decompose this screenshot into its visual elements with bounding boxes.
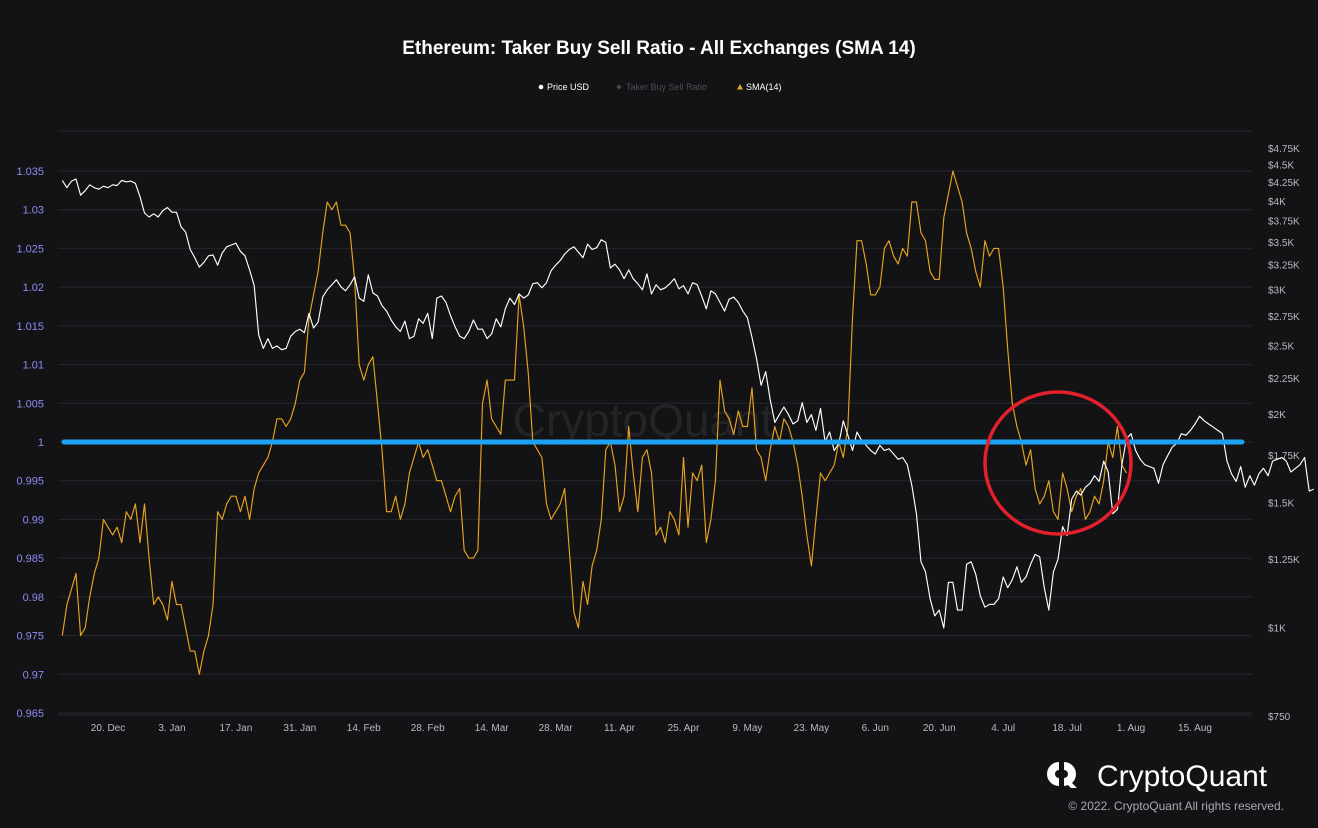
left-tick-label: 1.01 — [23, 360, 44, 372]
x-tick-label: 15. Aug — [1178, 723, 1212, 734]
x-tick-label: 9. May — [732, 723, 762, 734]
x-tick-label: 18. Jul — [1052, 723, 1081, 734]
cryptoquant-logo-icon — [1047, 762, 1077, 788]
left-tick-label: 0.995 — [16, 476, 44, 488]
brand-logo: CryptoQuant — [1047, 760, 1268, 793]
legend[interactable]: Price USD Taker Buy Sell Ratio SMA(14) — [538, 82, 782, 92]
x-tick-label: 23. May — [794, 723, 830, 734]
x-axis-ticks: 20. Dec 3. Jan 17. Jan 31. Jan 14. Feb 28. Fe… — [91, 723, 1212, 734]
x-tick-label: 25. Apr — [668, 723, 700, 734]
right-tick-label: $2.75K — [1268, 312, 1300, 323]
x-tick-label: 6. Jun — [862, 723, 889, 734]
x-tick-label: 4. Jul — [991, 723, 1015, 734]
x-tick-label: 11. Apr — [604, 723, 636, 734]
x-tick-label: 17. Jan — [219, 723, 252, 734]
right-tick-label: $750 — [1268, 712, 1291, 723]
x-tick-label: 14. Mar — [475, 723, 510, 734]
legend-item-price[interactable]: Price USD — [538, 82, 590, 92]
left-tick-label: 0.97 — [23, 669, 44, 681]
watermark: CryptoQuant — [513, 394, 774, 446]
left-axis-ticks: 1.035 1.03 1.025 1.02 1.015 1.01 1.005 1 0.995 0.… — [16, 166, 44, 720]
legend-diamond-icon — [616, 84, 622, 90]
x-tick-label: 20. Dec — [91, 723, 125, 734]
series-layer — [61, 170, 1314, 675]
left-tick-label: 1.015 — [16, 321, 44, 333]
copyright-text: © 2022. CryptoQuant All rights reserved. — [1068, 799, 1284, 813]
sma-14-line — [61, 170, 1127, 675]
right-tick-label: $2.5K — [1268, 341, 1294, 352]
left-tick-label: 0.965 — [16, 708, 44, 720]
right-tick-label: $3K — [1268, 285, 1286, 296]
right-tick-label: $1.25K — [1268, 555, 1300, 566]
left-tick-label: 1.035 — [16, 166, 44, 178]
left-tick-label: 1 — [38, 437, 44, 449]
right-tick-label: $2.25K — [1268, 374, 1300, 385]
x-tick-label: 28. Feb — [411, 723, 445, 734]
right-tick-label: $2K — [1268, 410, 1286, 421]
legend-label-ratio: Taker Buy Sell Ratio — [626, 82, 707, 92]
x-tick-label: 28. Mar — [539, 723, 574, 734]
right-tick-label: $3.5K — [1268, 238, 1294, 249]
brand-name: CryptoQuant — [1097, 760, 1268, 793]
right-tick-label: $4.75K — [1268, 144, 1300, 155]
left-tick-label: 1.025 — [16, 243, 44, 255]
annotations-layer — [61, 390, 1245, 536]
x-tick-label: 1. Aug — [1117, 723, 1145, 734]
x-tick-label: 31. Jan — [283, 723, 316, 734]
left-tick-label: 0.98 — [23, 592, 44, 604]
legend-item-ratio[interactable]: Taker Buy Sell Ratio — [616, 82, 708, 92]
chart-title: Ethereum: Taker Buy Sell Ratio - All Exc… — [402, 38, 915, 59]
left-tick-label: 0.975 — [16, 631, 44, 643]
highlight-circle — [983, 390, 1133, 536]
right-axis-ticks: $4.75K $4.5K $4.25K $4K $3.75K $3.5K $3.25K $3K… — [1268, 144, 1300, 723]
left-tick-label: 1.005 — [16, 398, 44, 410]
right-tick-label: $4K — [1268, 197, 1286, 208]
x-tick-label: 3. Jan — [158, 723, 185, 734]
right-tick-label: $1.75K — [1268, 451, 1300, 462]
legend-circle-icon — [538, 84, 544, 90]
right-tick-label: $3.25K — [1268, 261, 1300, 272]
x-tick-label: 14. Feb — [347, 723, 381, 734]
right-tick-label: $1.5K — [1268, 499, 1294, 510]
legend-item-sma[interactable]: SMA(14) — [737, 82, 782, 92]
left-tick-label: 1.03 — [23, 205, 44, 217]
left-tick-label: 1.02 — [23, 282, 44, 294]
x-tick-label: 20. Jun — [923, 723, 956, 734]
legend-label-sma: SMA(14) — [746, 82, 782, 92]
right-tick-label: $1K — [1268, 624, 1286, 635]
right-tick-label: $4.5K — [1268, 161, 1294, 172]
legend-label-price: Price USD — [547, 82, 590, 92]
left-tick-label: 0.99 — [23, 514, 44, 526]
right-tick-label: $4.25K — [1268, 178, 1300, 189]
price-usd-line — [61, 178, 1314, 629]
left-tick-label: 0.985 — [16, 553, 44, 565]
legend-triangle-icon — [737, 84, 743, 90]
right-tick-label: $3.75K — [1268, 217, 1300, 228]
